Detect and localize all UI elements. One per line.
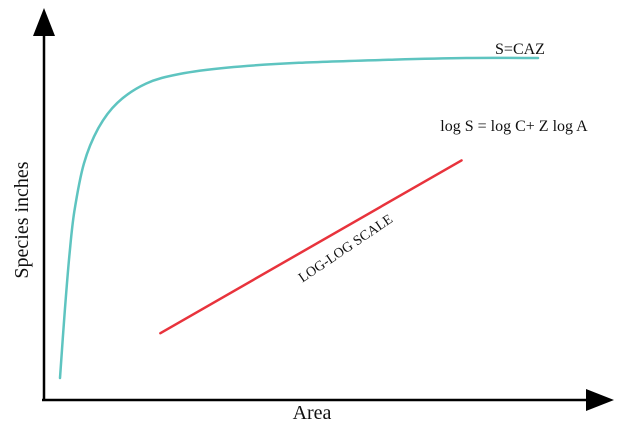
y-axis-label: Species inches — [11, 161, 33, 278]
log-log-line — [159, 159, 463, 335]
log-line-label: log S = log C+ Z log A — [440, 118, 588, 135]
x-axis-arrow — [586, 389, 614, 411]
y-axis-arrow — [33, 8, 55, 36]
curve-label: S=CAZ — [495, 41, 545, 58]
x-axis-label: Area — [293, 402, 332, 421]
species-area-curve — [58, 56, 540, 380]
log-log-scale-annotation: LOG-LOG SCALE — [296, 212, 396, 286]
